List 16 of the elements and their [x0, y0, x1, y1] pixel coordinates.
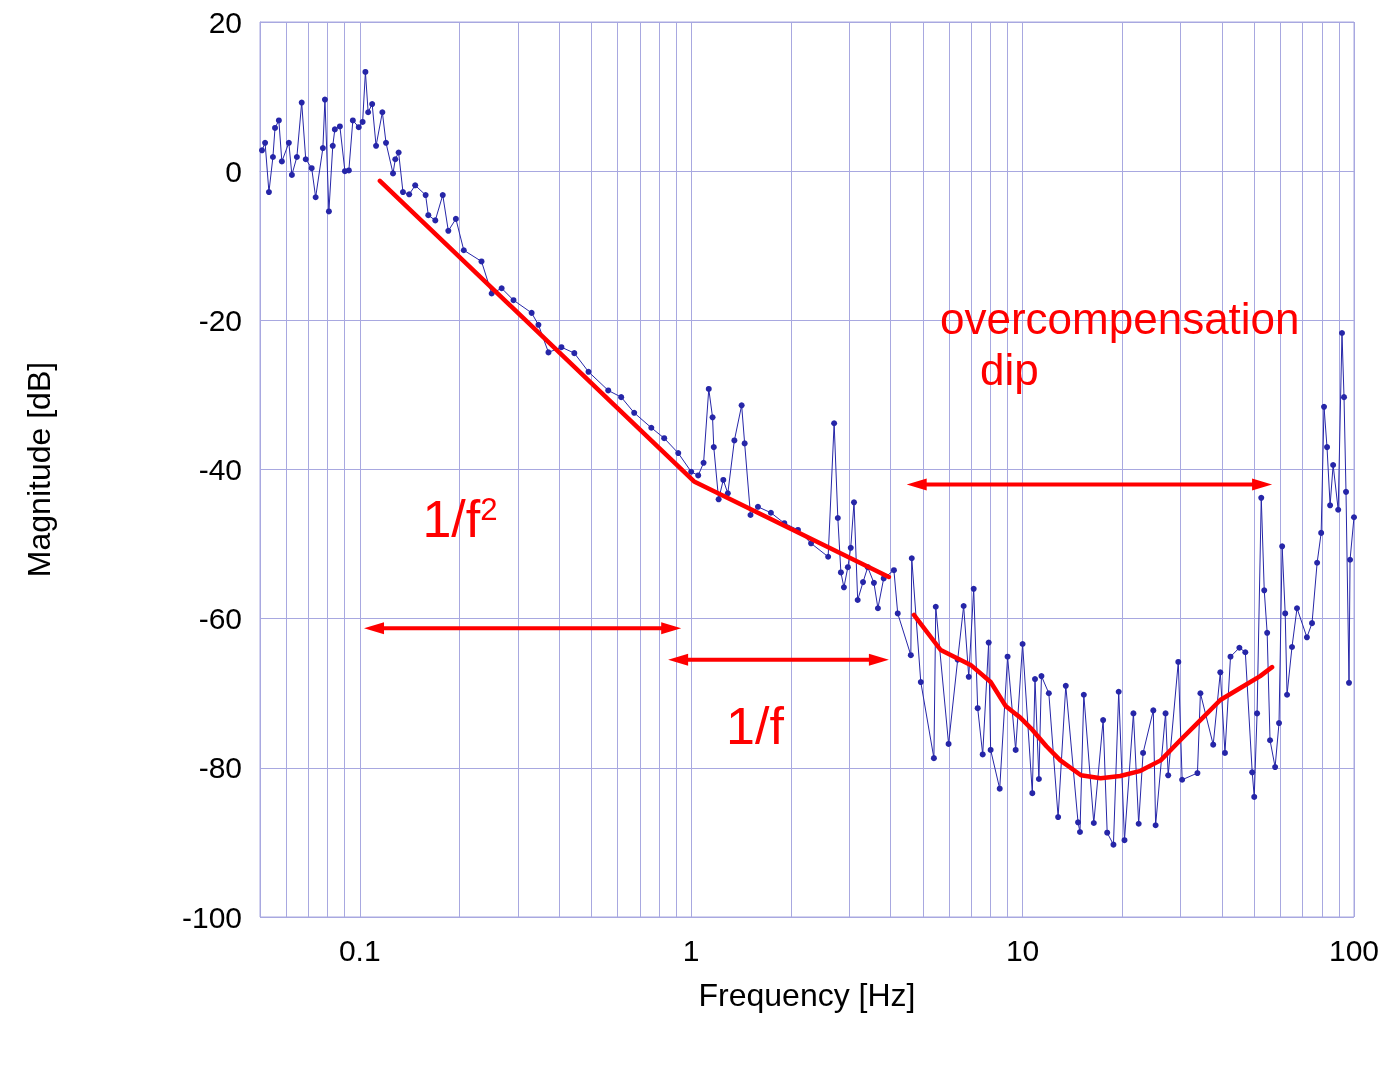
- y-tick-label: -80: [198, 751, 242, 785]
- x-tick-label: 100: [1328, 933, 1380, 967]
- x-tick-label: 0.1: [338, 933, 381, 967]
- y-tick-label: -20: [198, 303, 242, 337]
- y-tick-label: -60: [198, 602, 242, 636]
- y-axis-title: Magnitude [dB]: [21, 361, 57, 578]
- x-tick-label: 1: [682, 933, 700, 967]
- y-tick-label: 0: [225, 154, 242, 188]
- annotation: 1/f$^{2}$: [422, 490, 498, 550]
- x-tick-label: 10: [1005, 933, 1040, 967]
- annotation: 1/f: [726, 697, 784, 757]
- annotation: overcompensation dip: [940, 294, 1300, 396]
- x-axis-title: Frequency [Hz]: [698, 977, 916, 1013]
- y-tick-label: 20: [208, 5, 242, 39]
- y-tick-label: -40: [198, 453, 242, 486]
- y-tick-label: -100: [181, 900, 242, 934]
